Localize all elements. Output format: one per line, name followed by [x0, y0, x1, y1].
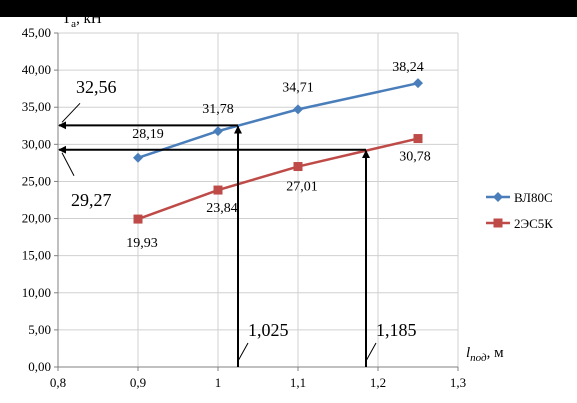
data-label: 31,78	[202, 102, 234, 117]
data-label: 34,71	[282, 80, 314, 95]
series-line-1	[137, 81, 419, 159]
y-tick-label: 0,00	[28, 359, 51, 374]
legend-label-2: 2ЭС5К	[514, 216, 553, 231]
legend-marker-diamond	[493, 192, 503, 202]
series-marker-diamond	[413, 78, 423, 89]
legend: ВЛ80С 2ЭС5К	[486, 190, 553, 231]
axis-layer: 0,00 5,00 10,00 15,00 20,00 25,00 30,00 35,00 40…	[22, 25, 466, 390]
y-tick-label: 45,00	[22, 25, 51, 40]
y-axis-label-unit: , кН	[76, 11, 102, 27]
y-tick-label: 10,00	[22, 285, 51, 300]
annotation-x-value: 1,025	[248, 320, 289, 340]
x-tick-label: 1,2	[370, 375, 386, 390]
annotation-y-value: 32,56	[76, 77, 117, 97]
data-label: 28,19	[132, 127, 164, 142]
series-marker-square	[213, 185, 223, 195]
y-axis-label: Ta, кН	[62, 11, 102, 30]
legend-marker-square	[493, 218, 503, 228]
x-tick-label: 1,1	[290, 375, 306, 390]
y-axis-label-symbol: T	[62, 11, 71, 27]
x-axis-label-symbol: l	[466, 345, 470, 361]
annotation-y-leader	[61, 102, 81, 123]
annotation-x-leader	[237, 342, 249, 362]
series-marker-square	[133, 214, 143, 224]
x-tick-label: 1,3	[450, 375, 466, 390]
y-axis-label-subscript: a	[71, 18, 76, 30]
annotation-x-leader	[365, 342, 377, 362]
y-tick-label: 35,00	[22, 99, 51, 114]
x-tick-label: 1	[215, 375, 222, 390]
series-marker-diamond	[213, 126, 223, 137]
x-axis-label-unit: , м	[487, 345, 505, 361]
x-tick-label: 0,8	[50, 375, 66, 390]
y-tick-label: 20,00	[22, 211, 51, 226]
x-axis-label-subscript: под	[470, 352, 487, 364]
data-label-layer: 28,19 31,78 34,71 38,24 19,93 23,84 27,01 30,78	[126, 60, 431, 251]
y-tick-label: 25,00	[22, 173, 51, 188]
data-label: 23,84	[206, 201, 238, 216]
series-marker-diamond	[133, 152, 143, 163]
annotation-y-value: 29,27	[71, 190, 112, 210]
legend-label-1: ВЛ80С	[514, 190, 553, 205]
annotation-layer: 32,56 1,025 29,27 1,185	[58, 77, 417, 367]
series-line-2	[137, 137, 419, 221]
series-marker-diamond	[293, 104, 303, 115]
series-marker-square	[293, 162, 303, 172]
annotation-y-leader	[61, 152, 75, 176]
y-tick-label: 40,00	[22, 62, 51, 77]
y-tick-label: 15,00	[22, 248, 51, 263]
y-tick-label: 30,00	[22, 136, 51, 151]
x-axis-label: lпод, м	[466, 345, 504, 364]
data-label: 30,78	[399, 150, 431, 165]
data-label: 27,01	[286, 180, 318, 195]
series-layer	[133, 78, 423, 224]
series-marker-square	[413, 134, 423, 144]
data-label: 38,24	[392, 60, 424, 75]
annotation-x-value: 1,185	[376, 320, 417, 340]
y-tick-label: 5,00	[28, 322, 51, 337]
x-tick-label: 0,9	[130, 375, 146, 390]
top-black-bar	[0, 0, 577, 17]
data-label: 19,93	[126, 236, 158, 251]
grid-layer	[57, 32, 459, 368]
